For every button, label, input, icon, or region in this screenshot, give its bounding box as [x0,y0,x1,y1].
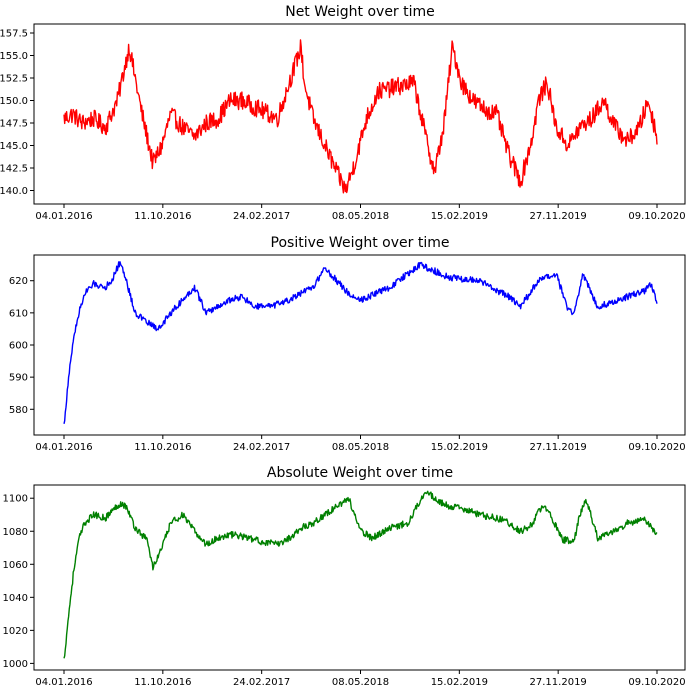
y-tick-label: 1060 [3,560,28,571]
y-tick-label: 157.5 [0,29,28,40]
x-tick-label: 27.11.2019 [530,211,587,222]
y-tick-label: 580 [9,405,28,416]
x-tick-label: 04.01.2016 [35,442,92,453]
x-tick-label: 04.01.2016 [35,677,92,688]
chart-panel-positive-weight: Positive Weight over time 580 590 600 610 62… [9,235,686,453]
y-tick-label: 152.5 [0,74,28,85]
series-line [63,261,658,424]
chart-title: Net Weight over time [285,4,435,20]
x-tick-label: 09.10.2020 [628,677,685,688]
plot-frame [33,484,686,671]
plot-frame [33,23,686,205]
x-tick-label: 08.05.2018 [332,677,389,688]
y-tick-label: 1080 [3,527,28,538]
x-tick-label: 27.11.2019 [530,677,587,688]
x-tick-label: 08.05.2018 [332,442,389,453]
y-tick-label: 1020 [3,626,28,637]
y-tick-label: 590 [9,373,28,384]
y-tick-label: 620 [9,276,28,287]
chart-title: Absolute Weight over time [267,465,453,481]
x-tick-label: 15.02.2019 [431,211,488,222]
y-tick-label: 145.0 [0,141,28,152]
series-line [63,39,658,194]
x-tick-label: 11.10.2016 [134,442,191,453]
chart-panel-net-weight: Net Weight over time 140.0 142.5 145.0 147.… [0,4,686,222]
series-line [63,490,658,659]
y-tick-label: 150.0 [0,96,28,107]
y-tick-label: 142.5 [0,164,28,175]
x-tick-label: 24.02.2017 [233,442,290,453]
x-tick-label: 09.10.2020 [628,211,685,222]
y-tick-label: 600 [9,341,28,352]
x-tick-label: 24.02.2017 [233,677,290,688]
x-tick-label: 04.01.2016 [35,211,92,222]
plot-frame [33,254,686,436]
y-tick-label: 610 [9,308,28,319]
x-tick-label: 15.02.2019 [431,677,488,688]
y-tick-label: 155.0 [0,51,28,62]
y-tick-label: 140.0 [0,186,28,197]
y-tick-label: 1000 [3,659,28,670]
x-tick-label: 24.02.2017 [233,211,290,222]
x-tick-label: 08.05.2018 [332,211,389,222]
y-tick-label: 147.5 [0,119,28,130]
y-tick-label: 1040 [3,593,28,604]
chart-title: Positive Weight over time [271,235,450,251]
y-tick-label: 1100 [3,494,28,505]
x-tick-label: 15.02.2019 [431,442,488,453]
x-tick-label: 09.10.2020 [628,442,685,453]
chart-panel-absolute-weight: Absolute Weight over time 1000 1020 1040 10… [3,465,686,688]
x-tick-label: 11.10.2016 [134,677,191,688]
x-tick-label: 11.10.2016 [134,211,191,222]
x-tick-label: 27.11.2019 [530,442,587,453]
